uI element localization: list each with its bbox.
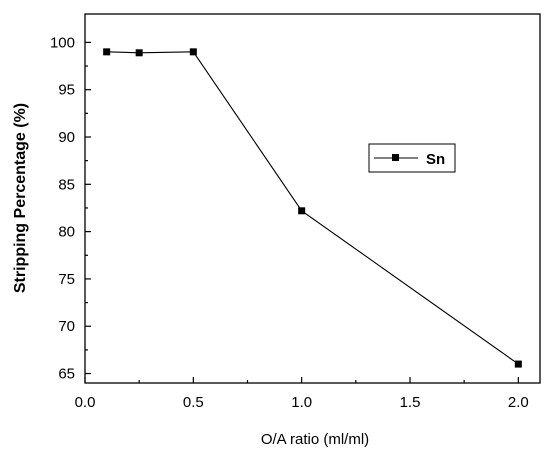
x-tick-label: 1.0: [291, 394, 312, 411]
y-tick-label: 90: [58, 129, 75, 146]
legend-marker: [392, 154, 399, 161]
data-point: [135, 49, 143, 57]
y-axis-title: Stripping Percentage (%): [12, 103, 29, 293]
data-point: [514, 360, 522, 368]
y-tick-label: 75: [58, 271, 75, 288]
data-point: [103, 48, 111, 56]
y-tick-label: 70: [58, 318, 75, 335]
data-point: [298, 207, 306, 215]
y-axis: 65 70 75 80 85 90 95 100: [50, 34, 91, 383]
x-tick-label: 2.0: [508, 394, 529, 411]
legend: Sn: [368, 143, 456, 173]
x-tick-label: 1.5: [400, 394, 421, 411]
series-line-sn: [106, 51, 519, 365]
y-tick-label: 65: [58, 366, 75, 383]
y-tick-label: 80: [58, 224, 75, 241]
data-point: [189, 48, 197, 56]
y-tick-label: 95: [58, 82, 75, 99]
x-axis: 0.0 0.5 1.0 1.5 2.0: [75, 377, 529, 411]
y-tick-label: 85: [58, 176, 75, 193]
x-tick-label: 0.0: [75, 394, 96, 411]
y-tick-label: 100: [50, 34, 75, 51]
plot-frame: [84, 13, 541, 384]
legend-label-sn: Sn: [426, 151, 445, 168]
series-layer: [103, 48, 522, 368]
plot-area: [84, 13, 541, 384]
x-axis-title: O/A ratio (ml/ml): [261, 431, 369, 448]
x-tick-label: 0.5: [183, 394, 204, 411]
